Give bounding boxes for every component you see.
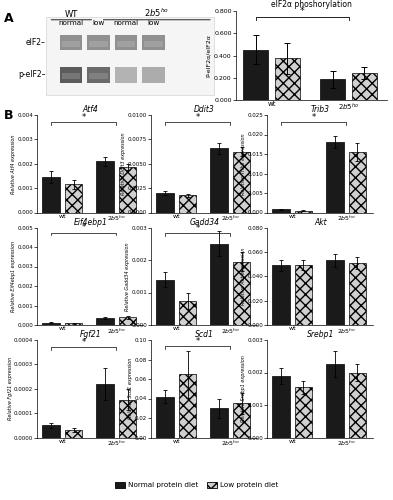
FancyBboxPatch shape <box>89 74 108 80</box>
Bar <box>156 280 174 325</box>
Bar <box>295 210 312 212</box>
Text: *: * <box>312 113 316 122</box>
Title: Scd1: Scd1 <box>195 330 214 339</box>
Text: *: * <box>196 224 200 232</box>
Bar <box>210 408 228 438</box>
Bar <box>42 322 60 325</box>
Bar <box>210 148 228 212</box>
Title: Fgf21: Fgf21 <box>79 330 101 339</box>
Title: Atf4: Atf4 <box>83 105 98 114</box>
Y-axis label: Relative Srebp1 expression: Relative Srebp1 expression <box>241 356 246 422</box>
Bar <box>233 262 250 325</box>
FancyBboxPatch shape <box>62 41 80 47</box>
Text: *: * <box>82 224 86 232</box>
Bar <box>119 318 136 325</box>
Title: Akt: Akt <box>314 218 327 226</box>
FancyBboxPatch shape <box>117 41 135 47</box>
Bar <box>352 74 377 100</box>
Bar <box>295 387 312 438</box>
Title: eIF2α phoshorylation: eIF2α phoshorylation <box>271 0 352 9</box>
Bar <box>179 374 196 438</box>
Legend: Normal protein diet, Low protein diet: Normal protein diet, Low protein diet <box>112 479 281 492</box>
Text: B: B <box>4 109 13 122</box>
Y-axis label: Relative Eif4ebp1 expression: Relative Eif4ebp1 expression <box>11 240 16 312</box>
Bar <box>65 430 83 438</box>
Bar <box>233 152 250 212</box>
Text: WT: WT <box>65 10 78 18</box>
Bar <box>65 184 83 212</box>
Title: Srebp1: Srebp1 <box>307 330 334 339</box>
Y-axis label: P-eIF2α/eIF2α: P-eIF2α/eIF2α <box>206 34 211 77</box>
Bar <box>272 266 290 325</box>
Text: A: A <box>4 12 13 26</box>
Title: Gadd34: Gadd34 <box>189 218 219 226</box>
Bar <box>96 162 114 212</box>
Text: low: low <box>147 20 160 26</box>
Y-axis label: Relative Scd1 expression: Relative Scd1 expression <box>129 358 134 420</box>
Text: *: * <box>196 113 200 122</box>
Bar <box>272 210 290 212</box>
Y-axis label: Relative Gadd34 expression: Relative Gadd34 expression <box>125 242 130 310</box>
FancyBboxPatch shape <box>115 68 137 82</box>
Y-axis label: Relative Ddit3 expression: Relative Ddit3 expression <box>121 132 127 195</box>
Bar <box>233 404 250 438</box>
Text: *: * <box>299 6 304 16</box>
Bar <box>326 260 344 325</box>
Text: *: * <box>82 113 86 122</box>
Bar <box>349 372 366 438</box>
FancyBboxPatch shape <box>62 74 80 80</box>
Bar <box>42 177 60 212</box>
FancyBboxPatch shape <box>145 41 163 47</box>
Text: $2b5^{ho}$: $2b5^{ho}$ <box>144 6 169 18</box>
Bar <box>119 168 136 212</box>
Bar <box>320 80 345 100</box>
Bar <box>210 244 228 325</box>
Bar <box>349 263 366 325</box>
FancyBboxPatch shape <box>87 68 110 82</box>
Bar <box>42 426 60 438</box>
FancyBboxPatch shape <box>87 35 110 50</box>
Bar <box>65 323 83 325</box>
Y-axis label: Relative Fgf21 expression: Relative Fgf21 expression <box>7 357 13 420</box>
FancyBboxPatch shape <box>115 35 137 50</box>
FancyBboxPatch shape <box>60 68 82 82</box>
Bar <box>295 266 312 325</box>
Bar <box>156 396 174 438</box>
Title: Eif4ebp1: Eif4ebp1 <box>73 218 107 226</box>
Bar <box>275 58 300 100</box>
Bar <box>179 300 196 325</box>
Y-axis label: Relative Atf4 expression: Relative Atf4 expression <box>11 134 16 194</box>
Text: eIF2–: eIF2– <box>26 38 45 47</box>
Y-axis label: Relative Akt expression: Relative Akt expression <box>241 248 246 305</box>
Bar <box>272 376 290 438</box>
Text: low: low <box>92 20 105 26</box>
Bar <box>96 318 114 325</box>
Title: Ddit3: Ddit3 <box>194 105 215 114</box>
FancyBboxPatch shape <box>46 17 214 96</box>
FancyBboxPatch shape <box>60 35 82 50</box>
Bar <box>96 384 114 438</box>
FancyBboxPatch shape <box>142 68 165 82</box>
Text: *: * <box>82 338 86 347</box>
Title: Trib3: Trib3 <box>311 105 330 114</box>
FancyBboxPatch shape <box>89 41 108 47</box>
Text: normal: normal <box>58 20 83 26</box>
Text: p-eIF2–: p-eIF2– <box>18 70 45 78</box>
FancyBboxPatch shape <box>142 35 165 50</box>
Text: normal: normal <box>114 20 139 26</box>
Text: *: * <box>196 337 200 346</box>
Y-axis label: Relative Trib3 expression: Relative Trib3 expression <box>241 133 246 194</box>
Bar <box>243 50 268 100</box>
Bar <box>156 193 174 212</box>
Bar <box>326 364 344 438</box>
Bar <box>179 196 196 212</box>
Bar <box>326 142 344 212</box>
Bar <box>349 152 366 212</box>
Bar <box>119 400 136 438</box>
